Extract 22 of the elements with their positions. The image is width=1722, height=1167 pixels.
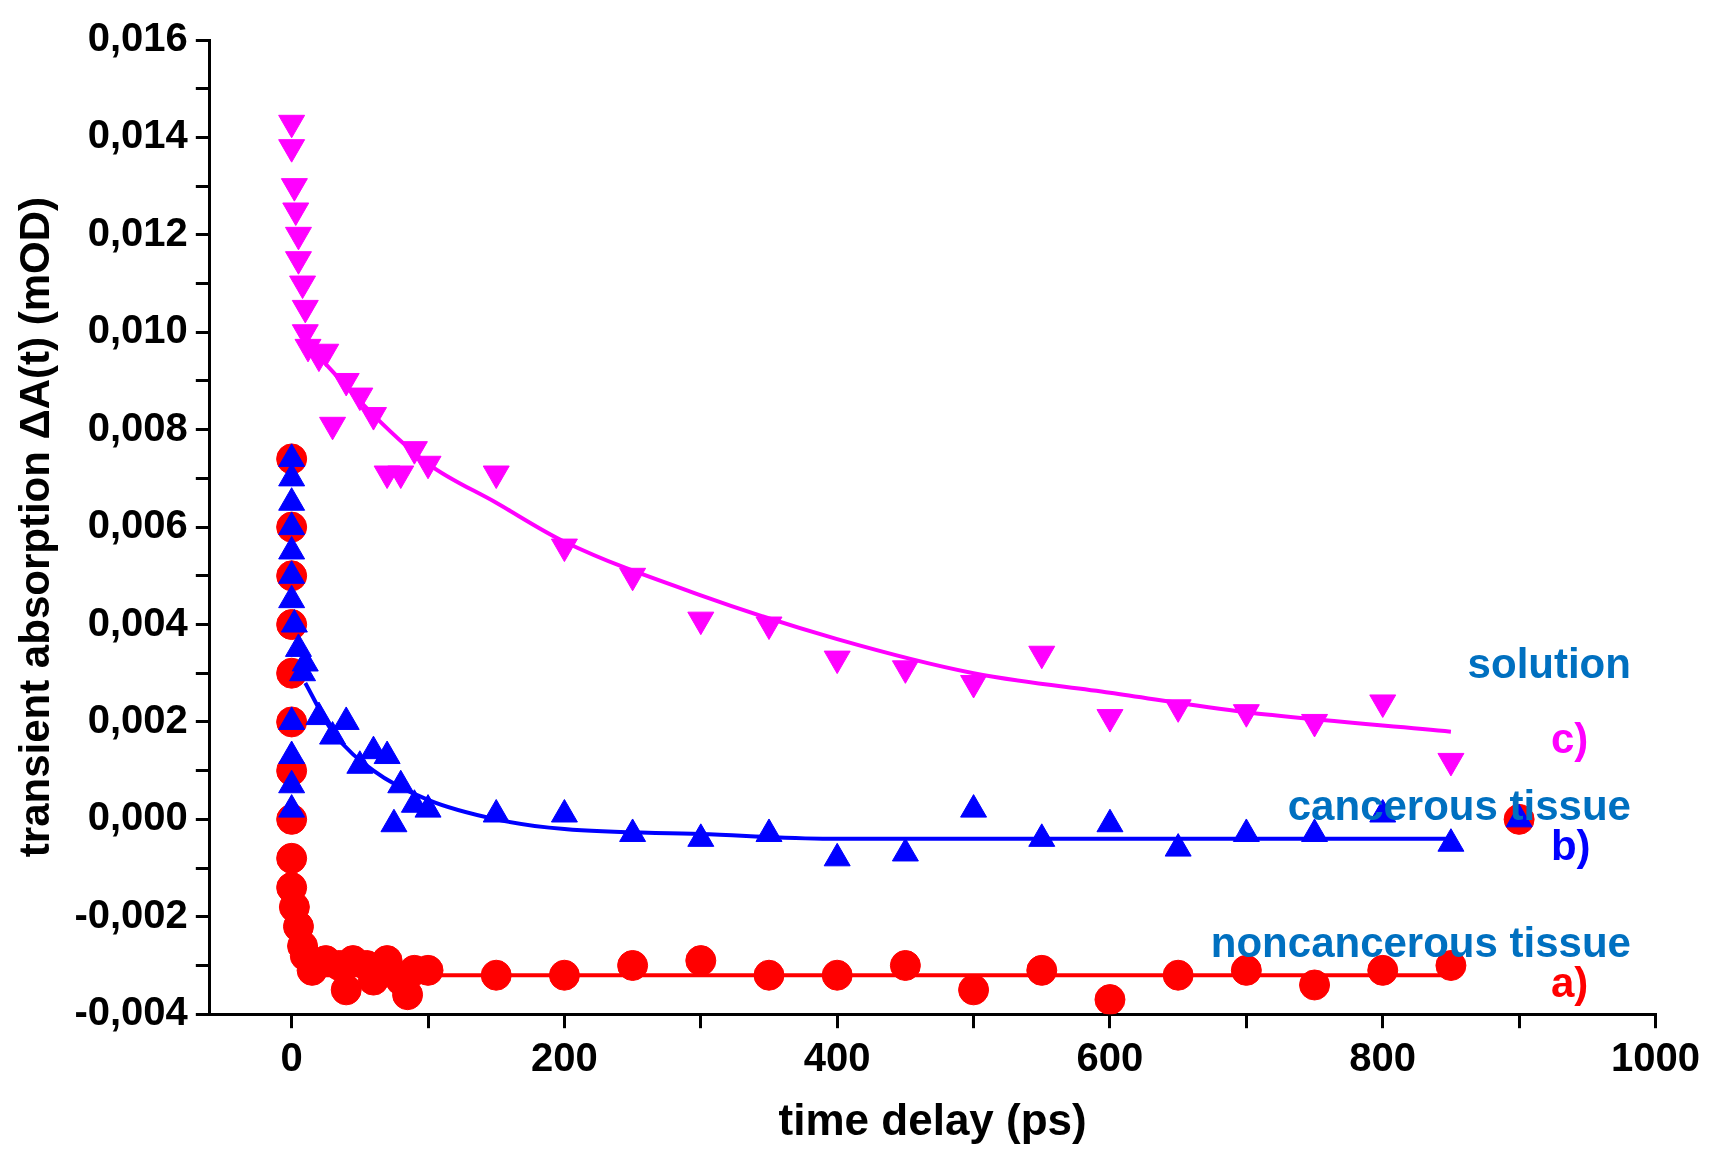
x-tick-label: 800 <box>1349 1035 1417 1080</box>
y-axis-title: transient absorption ΔA(t) (mOD) <box>10 197 58 858</box>
y-tick-label: 0,010 <box>87 307 188 352</box>
text: c) <box>1550 715 1589 763</box>
x-tick-label: 400 <box>803 1035 871 1080</box>
y-tick-label: 0,008 <box>87 404 188 449</box>
y-tick-label: 0,006 <box>87 502 188 547</box>
x-tick-label: 200 <box>531 1035 598 1080</box>
y-tick-label: -0,002 <box>74 891 188 936</box>
y-tick-label: 0,000 <box>87 794 188 839</box>
y-tick-label: 0,016 <box>87 15 188 60</box>
annotation: solution <box>1467 640 1631 688</box>
y-tick-label: 0,014 <box>87 112 189 157</box>
series-label: b) <box>1550 822 1591 870</box>
y-tick-label: 0,004 <box>87 599 189 644</box>
x-axis-title: time delay (ps) <box>778 1094 1087 1144</box>
x-tick-label: 1000 <box>1611 1035 1700 1080</box>
x-tick-label: 600 <box>1076 1035 1144 1080</box>
y-tick-label: 0,012 <box>87 209 188 254</box>
y-tick-label: 0,002 <box>87 696 188 741</box>
y-tick-label: -0,004 <box>74 989 189 1034</box>
x-tick-label: 0 <box>280 1035 303 1080</box>
